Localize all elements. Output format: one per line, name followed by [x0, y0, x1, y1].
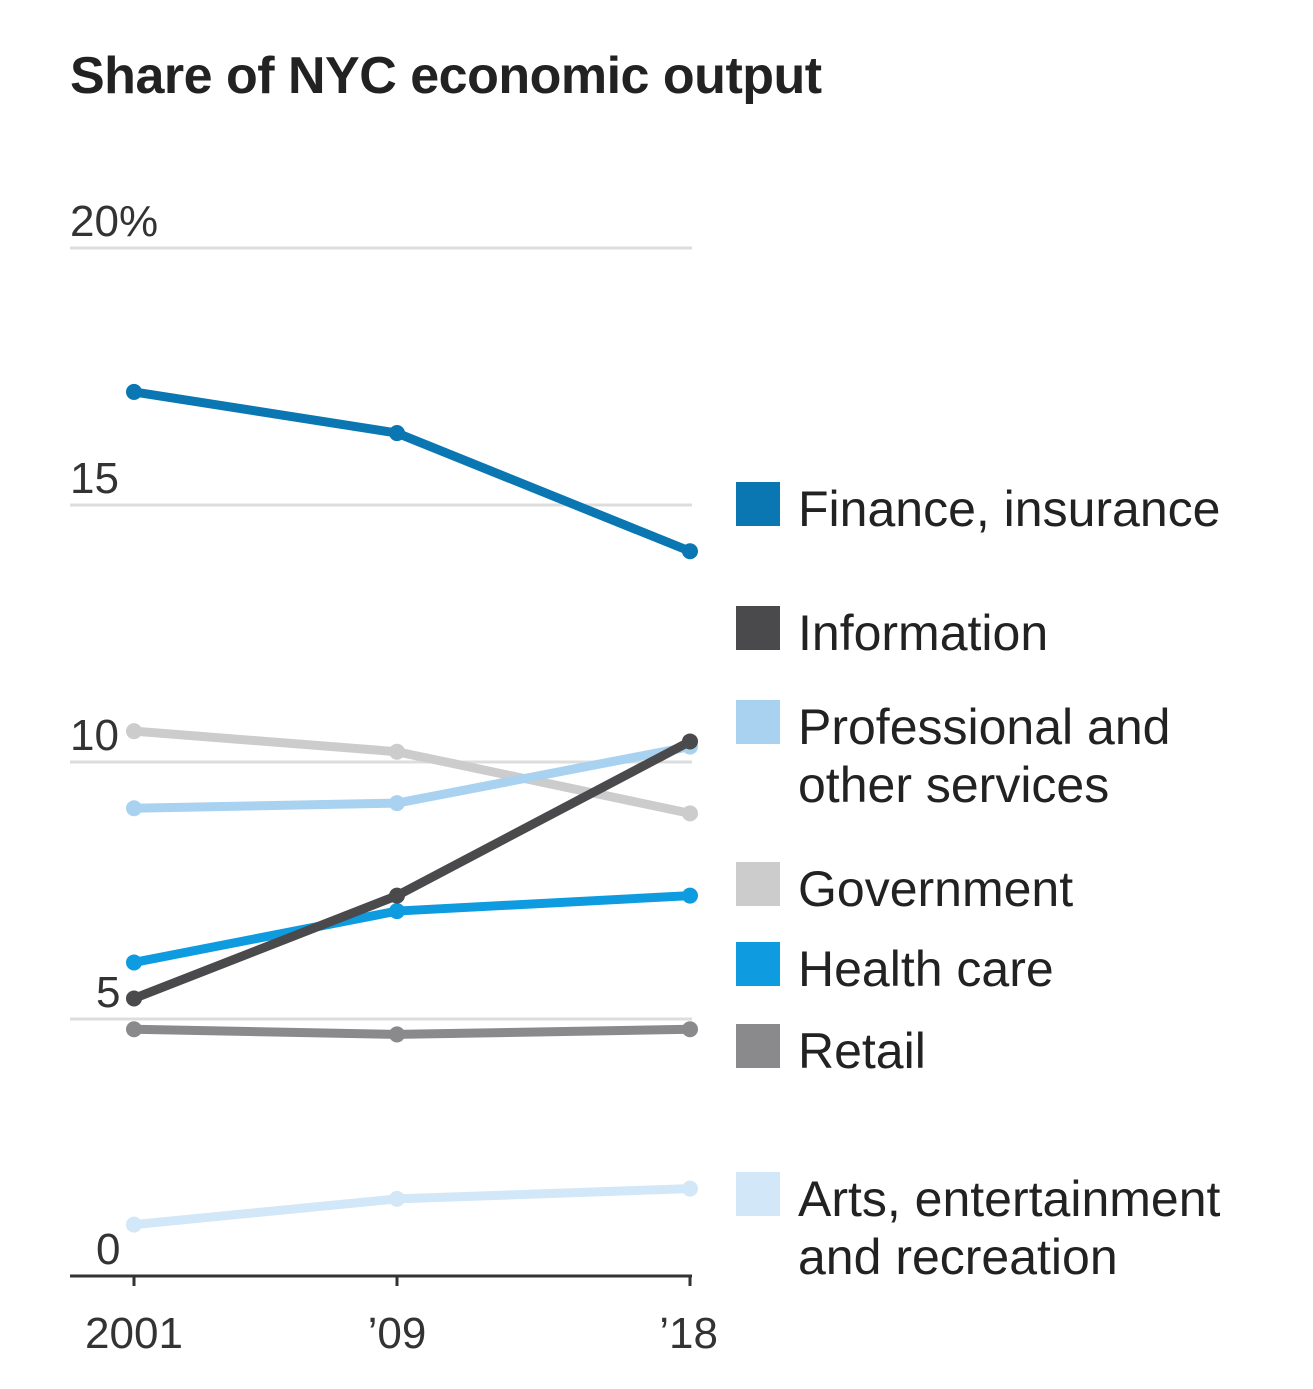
- point-retail-2001: [126, 1021, 142, 1038]
- point-arts-entertainment-and-recreation-2001: [126, 1216, 142, 1233]
- line-arts-entertainment-and-recreation: [129, 1184, 695, 1230]
- y-tick-label-15: 15: [70, 454, 119, 503]
- series-health-care: [126, 887, 698, 971]
- series-information: [126, 733, 698, 1007]
- y-tick-label-20: 20%: [70, 197, 158, 246]
- legend-item-health-care: Health care: [736, 940, 1298, 998]
- series-retail: [126, 1021, 698, 1043]
- legend-swatch-government: [736, 862, 780, 906]
- gridlines: [70, 246, 692, 1021]
- line-information: [129, 736, 695, 1003]
- series-finance-insurance: [126, 383, 698, 560]
- point-information-2001: [126, 990, 142, 1007]
- line-health-care: [129, 891, 695, 967]
- point-health-care-2009: [389, 903, 405, 920]
- legend-label-health-care: Health care: [798, 941, 1054, 997]
- legend-item-retail: Retail: [736, 1022, 1298, 1080]
- point-professional-and-other-services-2009: [389, 795, 405, 812]
- legend-swatch-professional: [736, 700, 780, 744]
- line-finance-insurance: [129, 387, 695, 556]
- legend-label-finance: Finance, insurance: [798, 481, 1221, 537]
- legend-label-arts: Arts, entertainment and recreation: [798, 1171, 1221, 1285]
- point-finance-insurance-2018: [682, 543, 698, 560]
- point-information-2009: [389, 887, 405, 904]
- legend-label-retail: Retail: [798, 1023, 926, 1079]
- series-lines: [126, 383, 698, 1233]
- legend-item-information: Information: [736, 604, 1298, 662]
- legend-item-arts: Arts, entertainment and recreation: [736, 1170, 1278, 1286]
- legend-label-information: Information: [798, 605, 1049, 661]
- legend-swatch-information: [736, 606, 780, 650]
- x-tick-label-2009: ’09: [368, 1309, 427, 1358]
- point-government-2018: [682, 805, 698, 822]
- x-axis: 2001 ’09 ’18: [70, 1274, 718, 1358]
- legend-swatch-retail: [736, 1024, 780, 1068]
- y-tick-label-10: 10: [70, 711, 119, 760]
- legend-label-professional: Professional and other services: [798, 699, 1171, 813]
- series-arts-entertainment-and-recreation: [126, 1180, 698, 1233]
- y-tick-label-5: 5: [96, 968, 120, 1017]
- point-health-care-2001: [126, 954, 142, 971]
- point-finance-insurance-2001: [126, 383, 142, 400]
- legend-item-finance: Finance, insurance: [736, 480, 1298, 538]
- legend-label-government: Government: [798, 861, 1074, 917]
- point-retail-2009: [389, 1026, 405, 1043]
- point-arts-entertainment-and-recreation-2018: [682, 1180, 698, 1197]
- legend-swatch-health-care: [736, 942, 780, 986]
- point-finance-insurance-2009: [389, 425, 405, 442]
- x-tick-label-2018: ’18: [659, 1309, 718, 1358]
- x-tick-label-2001: 2001: [85, 1309, 183, 1358]
- legend-swatch-finance: [736, 482, 780, 526]
- y-tick-label-0: 0: [96, 1225, 120, 1274]
- point-government-2009: [389, 743, 405, 760]
- point-arts-entertainment-and-recreation-2009: [389, 1190, 405, 1207]
- point-government-2001: [126, 723, 142, 740]
- line-retail: [129, 1024, 695, 1039]
- point-health-care-2018: [682, 887, 698, 904]
- chart-title: Share of NYC economic output: [70, 47, 822, 105]
- y-axis-ticks: 0 5 10 15 20%: [70, 197, 158, 1274]
- point-information-2018: [682, 733, 698, 750]
- point-professional-and-other-services-2001: [126, 800, 142, 817]
- legend-item-professional: Professional and other services: [736, 698, 1218, 814]
- point-retail-2018: [682, 1021, 698, 1038]
- legend-swatch-arts: [736, 1172, 780, 1216]
- legend-item-government: Government: [736, 860, 1298, 918]
